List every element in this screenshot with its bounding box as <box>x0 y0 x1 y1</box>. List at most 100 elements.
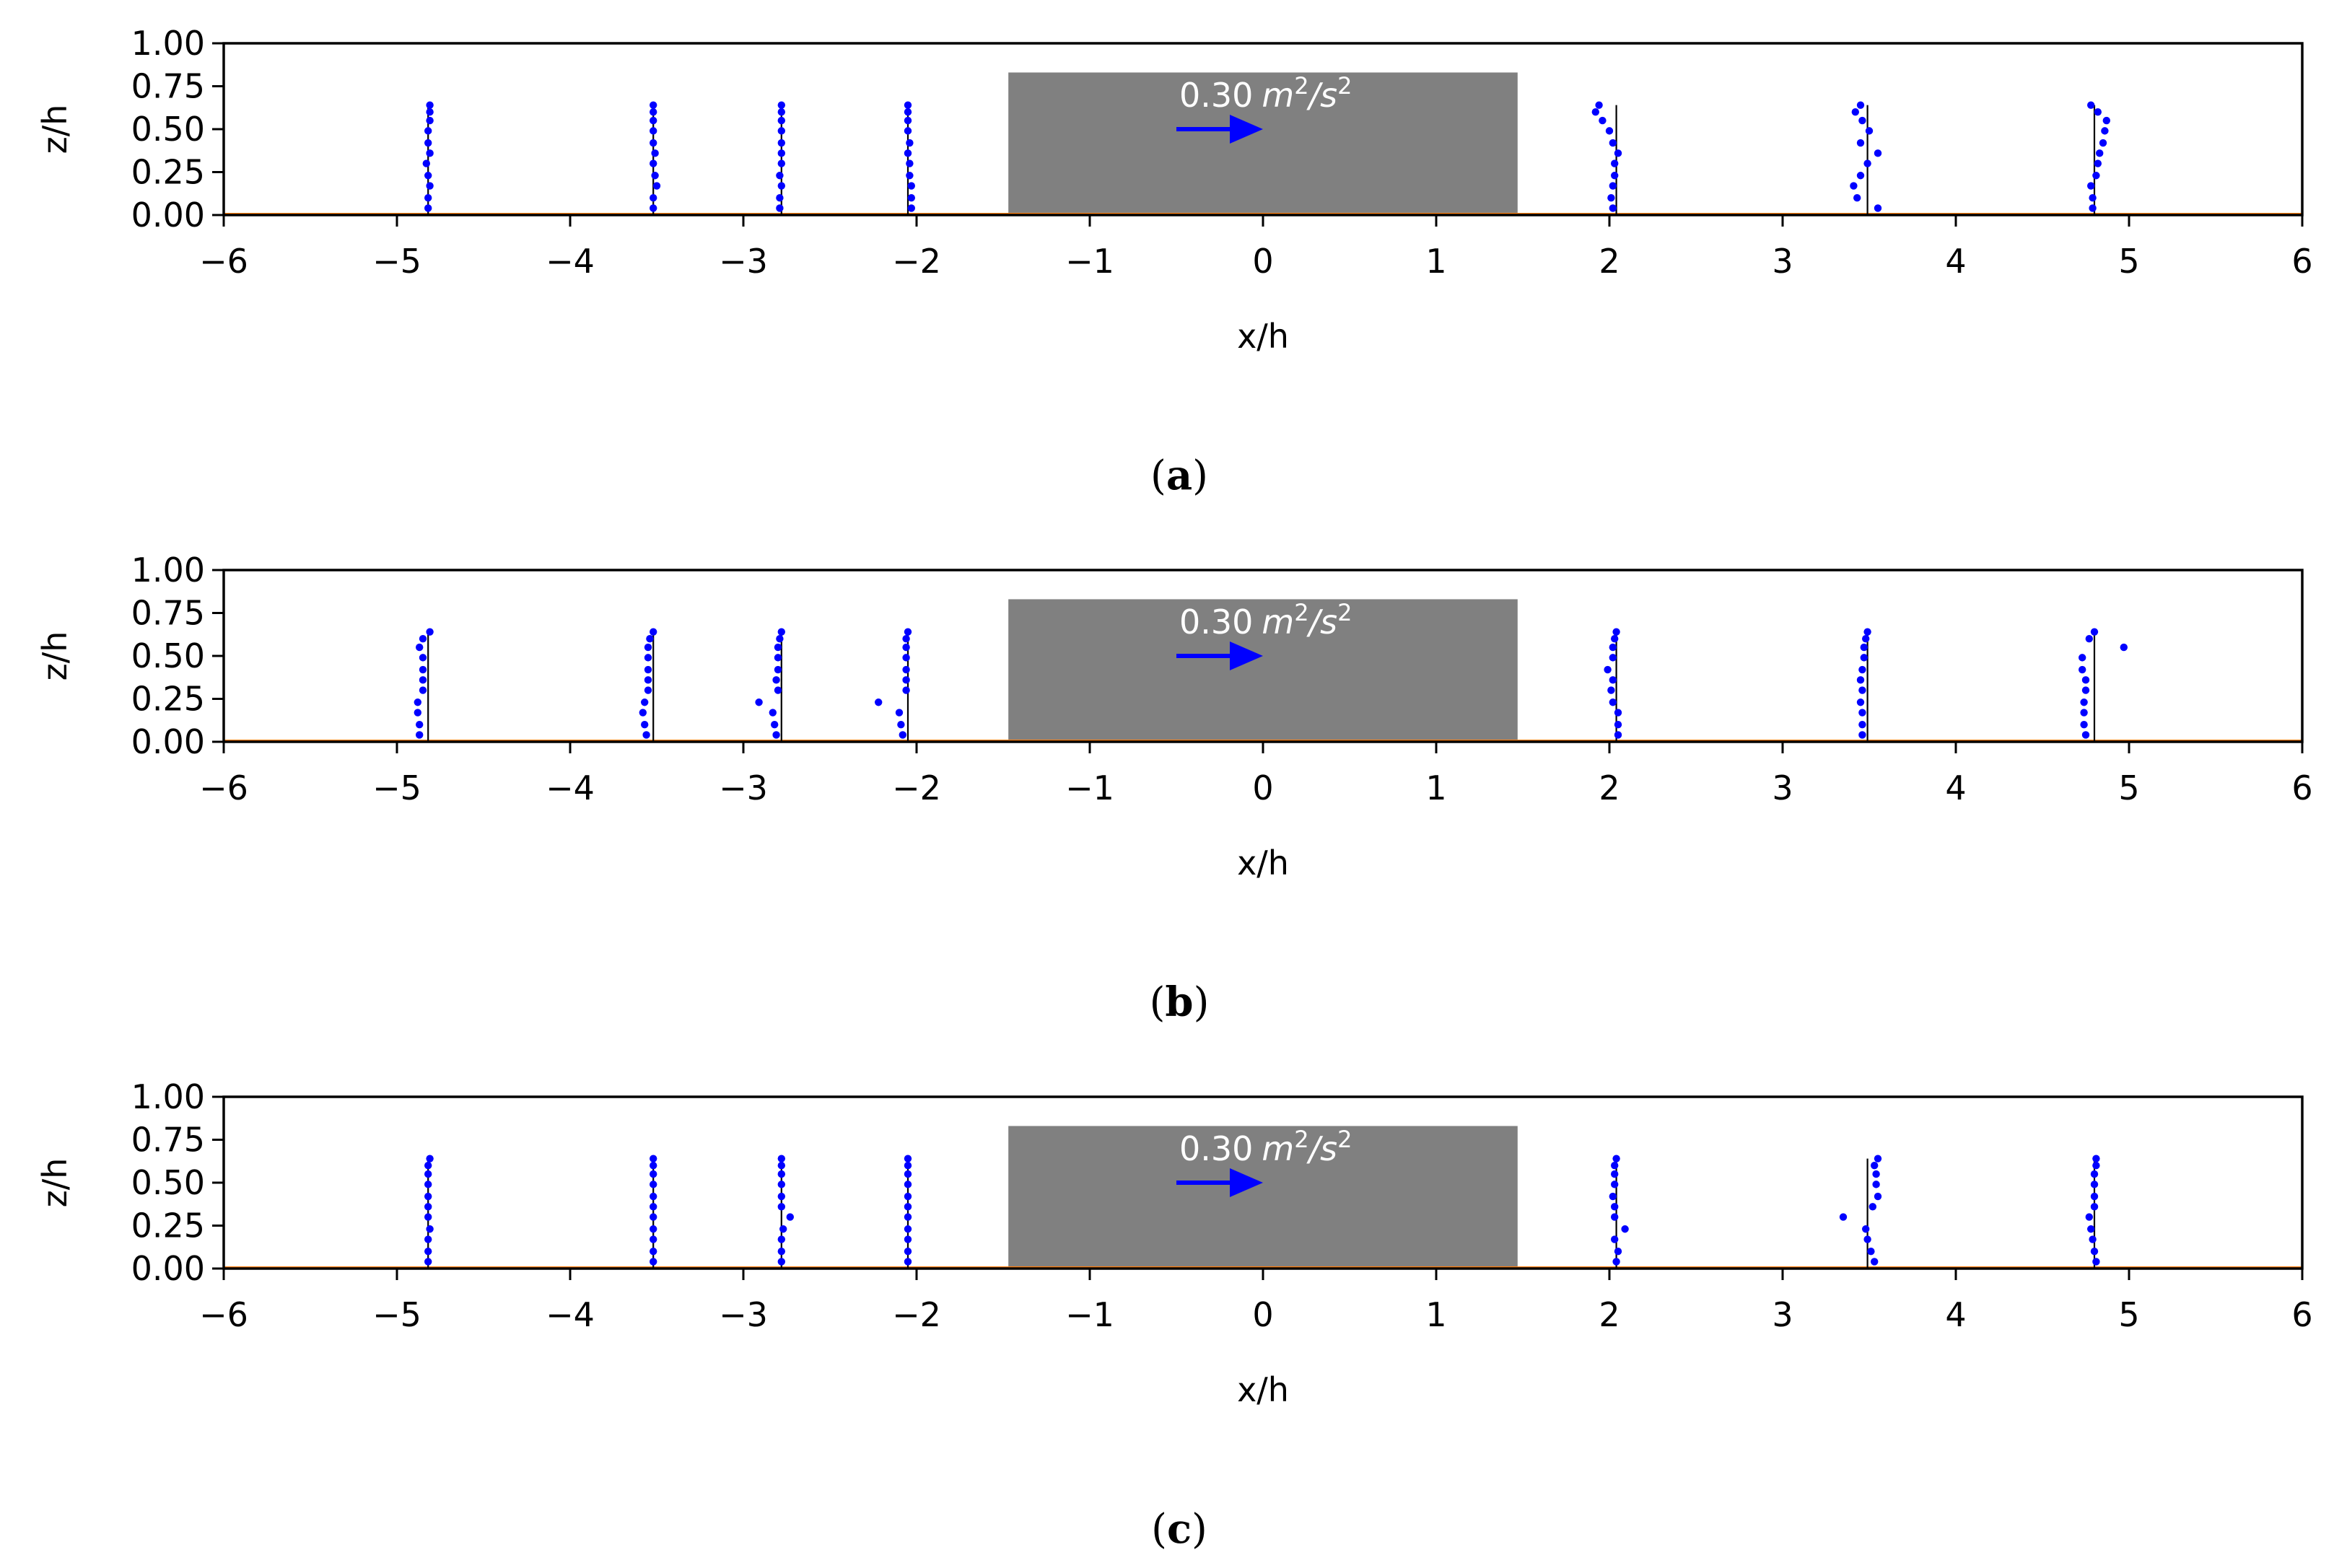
profile-point <box>907 182 916 190</box>
profile-point <box>650 1170 657 1178</box>
profile-point <box>774 686 782 694</box>
profile-point <box>1611 1235 1619 1243</box>
profile-point <box>899 731 907 739</box>
profile-point <box>424 127 432 135</box>
profile-point <box>416 721 424 729</box>
profile-point <box>2087 101 2095 109</box>
profile-point <box>777 149 786 157</box>
profile-point <box>904 1203 912 1211</box>
profile-point <box>904 1225 912 1233</box>
profile-point <box>1853 194 1861 202</box>
profile-point <box>777 108 786 116</box>
profile-point <box>1856 676 1865 684</box>
profile-point <box>777 182 786 190</box>
profile-point <box>777 1258 786 1266</box>
profile-point <box>644 665 652 674</box>
profile-point <box>1609 204 1617 212</box>
profile-point <box>424 204 432 212</box>
profile-point <box>650 1181 657 1188</box>
panel-caption: (a) <box>1150 452 1208 499</box>
profile-point <box>424 1170 432 1178</box>
profile-point <box>424 139 432 147</box>
x-tick-label: −2 <box>892 242 941 281</box>
x-tick-label: −1 <box>1065 1295 1114 1334</box>
y-tick-label: 0.50 <box>131 1163 205 1202</box>
profile-point <box>904 108 912 116</box>
profile-point <box>424 1192 432 1201</box>
profile-point <box>776 194 784 202</box>
profile-point <box>1863 1235 1871 1243</box>
y-tick-label: 0.75 <box>131 594 205 633</box>
x-tick-label: 6 <box>2291 242 2312 281</box>
profile-point <box>2081 731 2090 739</box>
caption-close-paren: ) <box>1194 979 1210 1026</box>
y-tick-label: 0.00 <box>131 1249 205 1288</box>
reference-unit: m <box>1262 1129 1294 1168</box>
profile-point <box>414 709 421 717</box>
x-tick-label: 3 <box>1772 768 1793 807</box>
y-tick-label: 1.00 <box>131 551 205 590</box>
profile-point <box>907 194 916 202</box>
profile-point <box>2096 149 2104 157</box>
profile-point <box>1856 172 1865 180</box>
profile-point <box>774 643 782 652</box>
profile-point <box>426 116 434 125</box>
x-tick-label: 4 <box>1945 242 1966 281</box>
reference-value: 0.30 <box>1179 603 1253 641</box>
x-tick-label: −6 <box>199 768 248 807</box>
profile-point <box>650 1162 657 1170</box>
x-tick-label: 1 <box>1425 242 1446 281</box>
caption-open-paren: ( <box>1151 1506 1167 1553</box>
profile-point <box>1611 1203 1619 1211</box>
profile-point <box>906 139 914 147</box>
profile-point <box>650 628 657 636</box>
profile-point <box>1591 108 1599 116</box>
caption-open-paren: ( <box>1150 979 1166 1026</box>
profile-point <box>1609 654 1617 662</box>
caption-close-paren: ) <box>1192 452 1208 499</box>
profile-point <box>651 149 659 157</box>
profile-point <box>777 1181 786 1188</box>
y-tick-label: 0.25 <box>131 680 205 719</box>
panel-caption: (c) <box>1151 1505 1207 1553</box>
x-tick-label: 0 <box>1252 1295 1273 1334</box>
profile-point <box>2079 654 2086 662</box>
profile-point <box>904 1162 912 1170</box>
x-tick-label: 6 <box>2291 768 2312 807</box>
y-tick-label: 0.25 <box>131 1206 205 1245</box>
profile-point <box>875 698 883 706</box>
profile-point <box>414 698 421 706</box>
profile-point <box>1614 709 1622 717</box>
profile-point <box>1872 1170 1880 1178</box>
profile-point <box>777 159 786 167</box>
profile-point <box>1863 628 1871 636</box>
x-tick-label: −3 <box>719 1295 768 1334</box>
profile-point <box>650 1225 657 1233</box>
profile-point <box>1614 1248 1622 1256</box>
x-tick-label: 6 <box>2291 1295 2312 1334</box>
profile-point <box>2090 1170 2099 1178</box>
profile-point <box>2090 1248 2099 1256</box>
profile-point <box>644 643 652 652</box>
x-tick-label: 2 <box>1599 768 1620 807</box>
profile-point <box>777 628 786 636</box>
profile-point <box>1865 127 1874 135</box>
profile-point <box>904 1181 912 1188</box>
profile-point <box>1612 628 1620 636</box>
profile-point <box>426 1155 434 1162</box>
profile-point <box>416 731 424 739</box>
profile-point <box>2092 1162 2100 1170</box>
profile-point <box>1874 1192 1882 1201</box>
x-tick-label: −3 <box>719 768 768 807</box>
profile-point <box>650 127 657 135</box>
profile-point <box>2079 665 2086 674</box>
profile-point <box>652 182 661 190</box>
reference-vector-label: 0.30 m2/s2 <box>1179 599 1352 641</box>
reference-vector-label: 0.30 m2/s2 <box>1179 72 1352 115</box>
profile-point <box>1621 1225 1629 1233</box>
profile-point <box>1860 643 1868 652</box>
profile-point <box>646 635 654 643</box>
reference-unit: m <box>1262 76 1294 115</box>
panel-a: 0.30 m2/s2−6 −5 −4 −3 −2 −1 0 1 2 3 4 5 60.000.250.50… <box>35 24 2313 499</box>
